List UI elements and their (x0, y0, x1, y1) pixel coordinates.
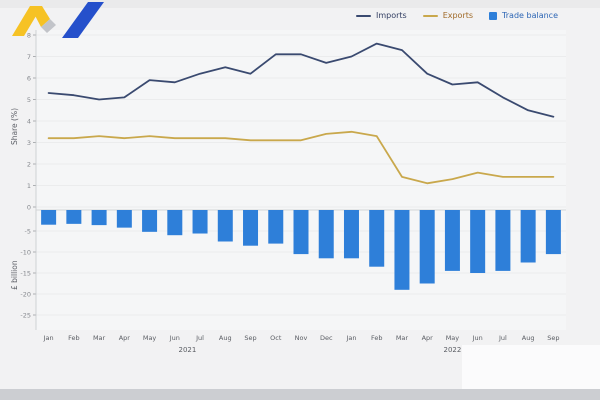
svg-text:Sep: Sep (547, 334, 559, 342)
billion-axis-label: £ billion (10, 260, 19, 290)
svg-text:Jan: Jan (345, 334, 356, 342)
rising-chart-arrow-logo-icon (12, 2, 104, 38)
svg-text:8: 8 (27, 31, 31, 39)
chart-legend: Imports Exports Trade balance (355, 11, 558, 20)
legend-item-exports[interactable]: Exports (422, 11, 474, 20)
legend-item-imports[interactable]: Imports (355, 11, 407, 20)
legend-label-imports: Imports (375, 11, 407, 20)
svg-text:May: May (143, 334, 157, 342)
svg-text:1: 1 (27, 182, 31, 190)
svg-text:-10: -10 (20, 248, 31, 256)
svg-text:3: 3 (27, 139, 31, 147)
share-axis-label: Share (%) (10, 107, 19, 145)
svg-text:Jul: Jul (498, 334, 507, 342)
svg-text:-20: -20 (20, 290, 31, 298)
bottom-band (0, 389, 600, 400)
imports-line-swatch-icon (355, 15, 371, 17)
logo-backdrop (462, 345, 600, 389)
svg-text:2021: 2021 (179, 346, 197, 354)
svg-text:-15: -15 (20, 269, 31, 277)
svg-text:Feb: Feb (68, 334, 80, 342)
svg-text:5: 5 (27, 96, 31, 104)
legend-label-exports: Exports (442, 11, 474, 20)
svg-text:-25: -25 (20, 311, 31, 319)
svg-text:Nov: Nov (295, 334, 308, 342)
trade-balance-bar-swatch-icon (489, 12, 498, 20)
svg-text:Aug: Aug (522, 334, 535, 342)
svg-text:May: May (446, 334, 460, 342)
svg-text:6: 6 (27, 74, 31, 82)
svg-text:Sep: Sep (244, 334, 256, 342)
svg-text:2022: 2022 (444, 346, 462, 354)
svg-text:Oct: Oct (270, 334, 282, 342)
svg-text:Jun: Jun (472, 334, 483, 342)
svg-text:Mar: Mar (93, 334, 106, 342)
svg-text:Apr: Apr (422, 334, 434, 342)
svg-text:7: 7 (27, 53, 31, 61)
exports-line-swatch-icon (422, 15, 438, 17)
svg-text:Dec: Dec (320, 334, 333, 342)
svg-text:0: 0 (27, 203, 31, 211)
svg-text:Jun: Jun (169, 334, 180, 342)
svg-text:Aug: Aug (219, 334, 232, 342)
svg-text:Apr: Apr (119, 334, 131, 342)
legend-label-trade-balance: Trade balance (502, 11, 558, 20)
top-strip (0, 0, 600, 8)
svg-text:-5: -5 (25, 227, 31, 235)
svg-text:Feb: Feb (371, 334, 383, 342)
svg-text:Mar: Mar (396, 334, 409, 342)
svg-text:4: 4 (27, 117, 31, 125)
svg-text:Jan: Jan (43, 334, 54, 342)
svg-text:Jul: Jul (195, 334, 204, 342)
legend-item-trade-balance[interactable]: Trade balance (489, 12, 558, 20)
svg-text:2: 2 (27, 160, 31, 168)
